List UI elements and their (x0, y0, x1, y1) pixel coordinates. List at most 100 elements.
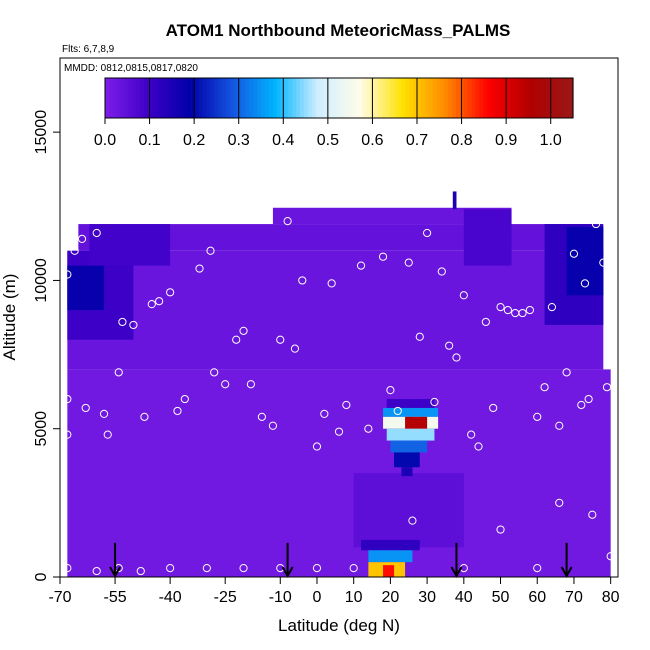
colorbar-swatch (553, 78, 558, 118)
profile-marker (155, 297, 164, 306)
colorbar-swatch (163, 78, 168, 118)
profile-marker (580, 279, 590, 288)
colorbar-swatch (366, 78, 371, 118)
profile-marker (136, 566, 145, 576)
colorbar-tick-label: 0.9 (495, 132, 517, 149)
colorbar-swatch (183, 78, 188, 118)
colorbar-swatch (424, 78, 430, 118)
colorbar-swatch (479, 78, 484, 118)
profile-marker (140, 412, 149, 421)
colorbar-swatch (518, 78, 523, 118)
profile-marker (569, 249, 579, 258)
colorbar-swatch (409, 78, 414, 118)
colorbar-swatch (288, 78, 293, 118)
colorbar-swatch (374, 78, 379, 118)
profile-marker (540, 383, 549, 392)
profile-marker (467, 430, 476, 439)
colorbar-swatch (385, 78, 391, 118)
x-tick-label: 40 (455, 589, 473, 606)
colorbar-swatch (506, 78, 512, 118)
profile-marker (118, 317, 127, 327)
heatmap-cell (67, 369, 611, 577)
colorbar-swatch (448, 78, 453, 118)
flight-arrow (450, 542, 463, 579)
colorbar-swatch (284, 78, 289, 118)
chart-title: ATOM1 Northbound MeteoricMass_PALMS (166, 21, 511, 40)
heatmap-cell (67, 265, 105, 311)
heatmap-cell (463, 209, 512, 266)
colorbar-swatch (210, 78, 215, 118)
colorbar-swatch (487, 78, 492, 118)
heatmap-cell (361, 539, 420, 551)
profile-marker (257, 412, 267, 421)
profile-marker (342, 400, 351, 410)
colorbar-swatch (186, 78, 192, 118)
profile-marker (555, 498, 564, 507)
colorbar-swatch (545, 78, 551, 118)
profile-marker (474, 442, 483, 451)
dates-note: MMDD: 0812,0815,0817,0820 (64, 63, 198, 74)
flight-arrow (281, 542, 294, 579)
flights-note: Flts: 6,7,8,9 (62, 44, 115, 55)
profile-marker (459, 291, 468, 300)
y-tick-label: 0 (33, 572, 50, 581)
colorbar-swatch (276, 78, 282, 118)
profile-marker (166, 288, 175, 297)
profile-marker (496, 303, 505, 312)
colorbar-swatch (565, 78, 570, 118)
colorbar-swatch (323, 78, 328, 118)
colorbar-swatch (483, 78, 488, 118)
heatmap-cell (368, 550, 413, 563)
flight-arrow-head (560, 566, 573, 579)
profile-marker (404, 258, 413, 267)
colorbar-swatch (198, 78, 204, 118)
profile-marker (312, 442, 322, 451)
colorbar: 0.0 0.1 0.2 0.3 0.4 0.5 0.6 0.7 0.8 0.9 1.0 (94, 77, 574, 149)
colorbar-swatch (268, 78, 274, 118)
colorbar-swatch (436, 78, 441, 118)
colorbar-swatch (401, 78, 406, 118)
colorbar-swatch (327, 78, 332, 118)
colorbar-swatch (393, 78, 399, 118)
profile-marker (533, 412, 542, 421)
profile-marker (591, 219, 601, 229)
colorbar-swatch (475, 78, 480, 118)
colorbar-swatch (311, 78, 317, 118)
plot-area (63, 191, 615, 579)
heatmap-cell (353, 473, 464, 548)
colorbar-swatch (362, 78, 367, 118)
profile-marker (232, 335, 241, 344)
profile-marker (70, 246, 79, 255)
colorbar-swatch (537, 78, 543, 118)
colorbar-swatch (413, 78, 418, 118)
colorbar-swatch (225, 78, 231, 118)
colorbar-swatch (194, 78, 200, 118)
colorbar-swatch (159, 78, 165, 118)
profile-marker (166, 564, 175, 573)
colorbar-swatch (218, 78, 223, 118)
colorbar-swatch (233, 78, 239, 118)
x-tick-label: -70 (48, 589, 71, 606)
x-tick-label: 0 (313, 589, 322, 606)
x-tick-label: -40 (159, 589, 182, 606)
profile-marker (386, 386, 395, 395)
x-tick-label: -55 (104, 589, 127, 606)
colorbar-swatch (144, 78, 149, 118)
profile-marker (147, 300, 156, 309)
profile-marker (481, 317, 490, 327)
colorbar-swatch (136, 78, 141, 118)
colorbar-swatch (358, 78, 363, 118)
profile-marker (452, 353, 461, 362)
colorbar-swatch (444, 78, 449, 118)
colorbar-tick-label: 0.4 (272, 132, 294, 149)
y-tick-label: 15000 (33, 110, 50, 155)
colorbar-swatch (561, 78, 566, 118)
colorbar-swatch (257, 78, 262, 118)
colorbar-swatch (354, 78, 360, 118)
profile-marker (268, 421, 278, 430)
x-tick-label: 70 (565, 589, 583, 606)
colorbar-swatch (459, 78, 465, 118)
profile-marker (445, 341, 454, 350)
colorbar-frame (104, 77, 574, 119)
profile-marker (584, 394, 593, 404)
